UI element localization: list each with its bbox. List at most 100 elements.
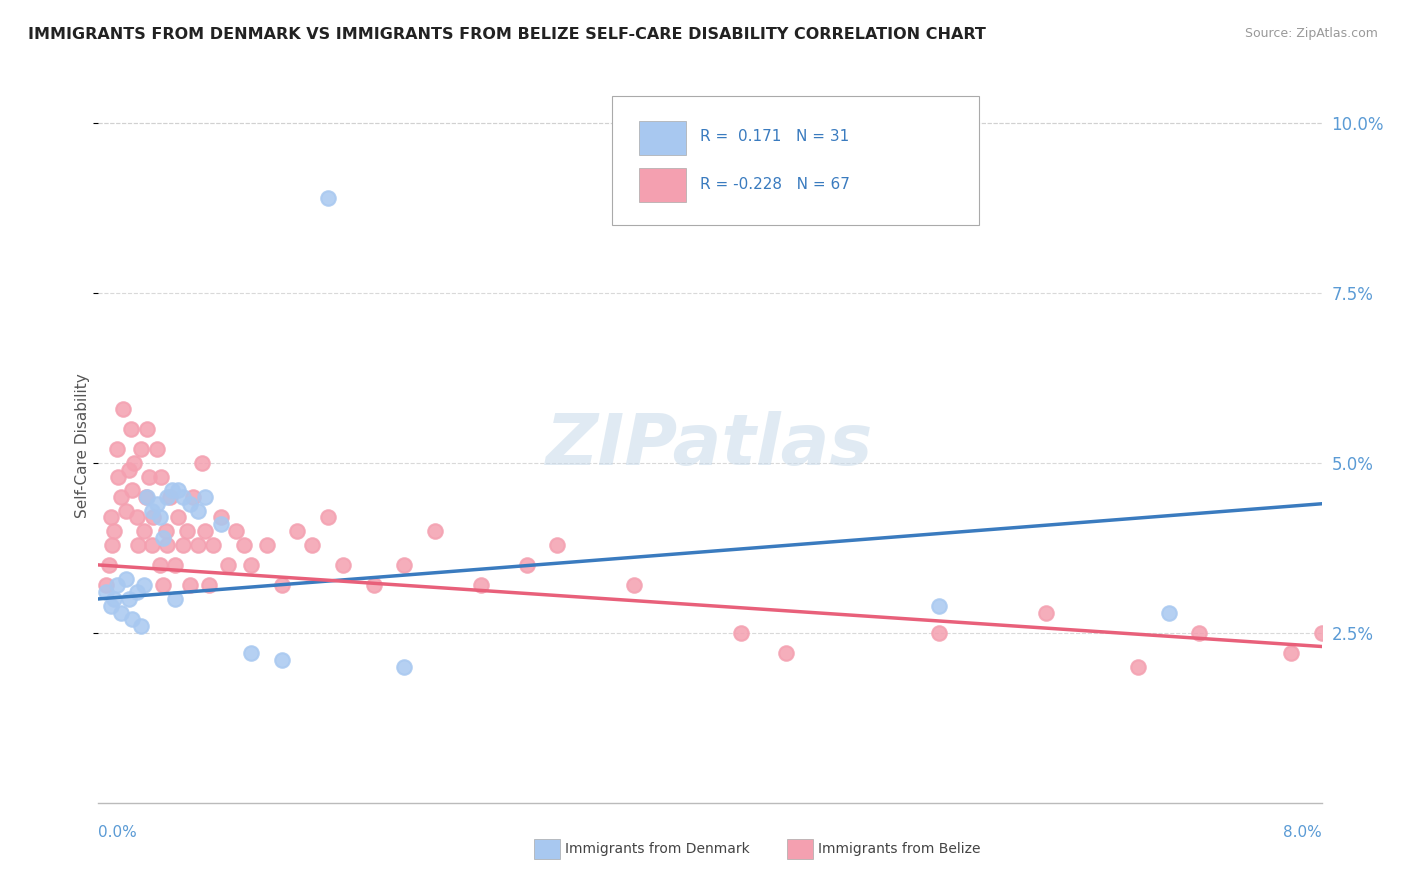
Point: [515, 558, 537, 572]
Point: [134, 524, 156, 538]
Point: [623, 578, 645, 592]
Text: IMMIGRANTS FROM DENMARK VS IMMIGRANTS FROM BELIZE SELF-CARE DISABILITY CORRELATI: IMMIGRANTS FROM DENMARK VS IMMIGRANTS FR…: [28, 27, 986, 42]
Point: [149, 558, 172, 572]
Point: [115, 503, 138, 517]
Text: R =  0.171   N = 31: R = 0.171 N = 31: [700, 128, 849, 144]
Point: [98, 558, 121, 572]
Point: [172, 537, 194, 551]
Point: [115, 572, 138, 586]
Text: 8.0%: 8.0%: [1282, 825, 1322, 840]
Point: [103, 524, 125, 538]
Point: [240, 646, 263, 660]
Point: [122, 456, 145, 470]
Point: [101, 537, 124, 551]
Y-axis label: Self-Care Disability: Self-Care Disability: [75, 374, 90, 518]
Point: [1035, 606, 1057, 620]
Point: [145, 497, 167, 511]
Point: [110, 490, 132, 504]
Point: [127, 537, 149, 551]
Point: [546, 537, 568, 551]
Point: [141, 537, 163, 551]
Point: [129, 619, 152, 633]
Point: [197, 578, 219, 592]
Point: [125, 510, 148, 524]
Point: [149, 510, 172, 524]
Text: Immigrants from Belize: Immigrants from Belize: [818, 842, 981, 856]
Point: [160, 483, 183, 498]
Point: [142, 510, 165, 524]
Point: [232, 537, 254, 551]
Point: [316, 191, 339, 205]
Point: [94, 578, 117, 592]
Point: [118, 591, 141, 606]
Point: [1310, 626, 1333, 640]
Point: [107, 469, 129, 483]
Point: [150, 469, 173, 483]
Point: [194, 490, 217, 504]
Point: [110, 606, 132, 620]
Point: [136, 490, 159, 504]
Point: [194, 524, 217, 538]
Point: [125, 585, 148, 599]
Point: [172, 490, 194, 504]
Point: [103, 591, 125, 606]
Point: [141, 503, 163, 517]
Point: [1188, 626, 1211, 640]
Text: Source: ZipAtlas.com: Source: ZipAtlas.com: [1244, 27, 1378, 40]
Point: [363, 578, 385, 592]
Point: [209, 517, 232, 532]
Point: [730, 626, 752, 640]
Point: [100, 599, 122, 613]
Point: [179, 578, 201, 592]
Point: [156, 490, 179, 504]
FancyBboxPatch shape: [612, 96, 979, 225]
Text: ZIPatlas: ZIPatlas: [547, 411, 873, 481]
Point: [129, 442, 152, 457]
Point: [209, 510, 232, 524]
Bar: [640, 120, 686, 155]
Point: [301, 537, 323, 551]
Point: [136, 422, 159, 436]
Point: [1279, 646, 1302, 660]
Point: [181, 490, 204, 504]
Point: [392, 660, 416, 674]
Point: [100, 510, 122, 524]
Point: [470, 578, 492, 592]
Point: [775, 646, 797, 660]
Point: [118, 463, 141, 477]
Point: [163, 591, 186, 606]
Point: [121, 483, 143, 498]
Point: [270, 578, 294, 592]
Point: [120, 422, 142, 436]
Point: [332, 558, 354, 572]
Point: [179, 497, 201, 511]
Point: [928, 599, 950, 613]
Point: [191, 456, 214, 470]
Bar: [640, 168, 686, 202]
Point: [163, 558, 186, 572]
Point: [135, 490, 157, 504]
Point: [176, 524, 198, 538]
Point: [152, 531, 174, 545]
Point: [145, 442, 167, 457]
Point: [94, 585, 117, 599]
Point: [111, 401, 134, 416]
Point: [316, 510, 339, 524]
Point: [134, 578, 156, 592]
Point: [270, 653, 294, 667]
Text: R = -0.228   N = 67: R = -0.228 N = 67: [700, 178, 851, 193]
Point: [159, 490, 181, 504]
Point: [121, 612, 143, 626]
Point: [156, 537, 179, 551]
Text: 0.0%: 0.0%: [98, 825, 138, 840]
Point: [285, 524, 308, 538]
Point: [155, 524, 177, 538]
Point: [928, 626, 950, 640]
Point: [187, 503, 209, 517]
Point: [138, 469, 160, 483]
Point: [187, 537, 209, 551]
Point: [167, 483, 190, 498]
Point: [392, 558, 416, 572]
Point: [167, 510, 190, 524]
Point: [105, 578, 128, 592]
